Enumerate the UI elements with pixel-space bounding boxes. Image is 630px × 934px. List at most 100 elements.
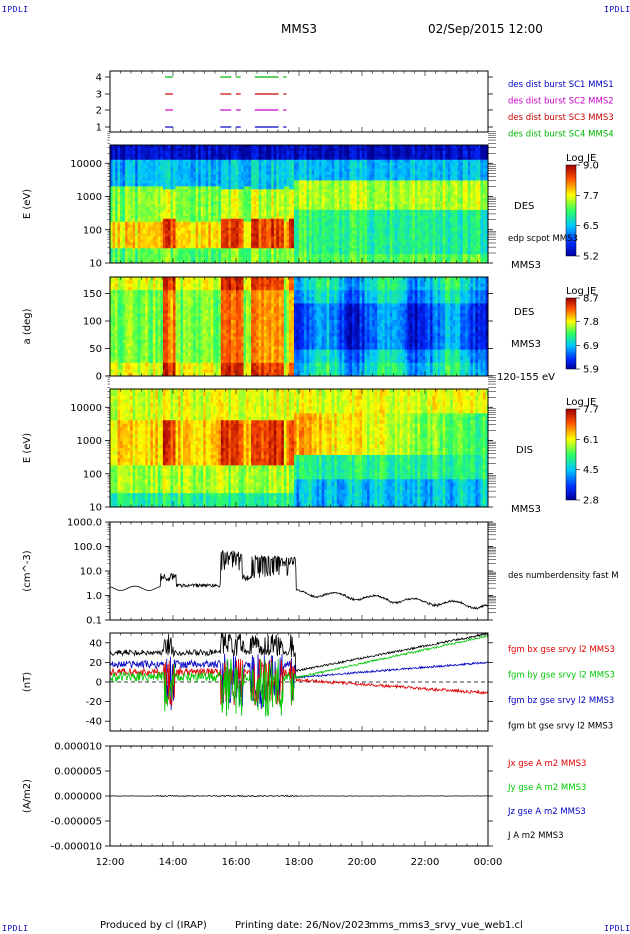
spectrogram-cell	[220, 224, 224, 228]
spectrogram-cell	[180, 186, 184, 190]
spectrogram-cell	[213, 227, 217, 231]
spectrogram-cell	[301, 198, 305, 202]
spectrogram-cell	[193, 254, 197, 258]
spectrogram-cell	[321, 221, 325, 226]
spectrogram-cell	[346, 233, 350, 237]
spectrogram-cell	[356, 221, 360, 226]
spectrogram-cell	[195, 260, 199, 264]
spectrogram-cell	[170, 162, 174, 167]
spectrogram-cell	[349, 147, 353, 152]
spectrogram-cell	[135, 212, 139, 217]
spectrogram-cell	[362, 239, 365, 243]
spectrogram-cell	[251, 260, 255, 264]
spectrogram-cell	[198, 201, 202, 205]
spectrogram-cell	[281, 201, 285, 205]
spectrogram-cell	[223, 201, 227, 205]
spectrogram-cell	[251, 257, 255, 261]
spectrogram-cell	[258, 224, 262, 228]
spectrogram-cell	[293, 254, 297, 258]
spectrogram-cell	[281, 230, 285, 234]
spectrogram-cell	[341, 230, 345, 234]
spectrogram-cell	[175, 204, 179, 208]
spectrogram-cell	[354, 218, 358, 223]
spectrogram-cell	[414, 233, 418, 237]
spectrogram-cell	[178, 201, 181, 205]
spectrogram-cell	[374, 230, 378, 234]
spectrogram-cell	[354, 221, 358, 226]
spectrogram-cell	[422, 230, 426, 234]
spectrogram-cell	[230, 159, 234, 164]
spectrogram-cell	[336, 192, 340, 196]
spectrogram-cell	[150, 242, 154, 246]
spectrogram-cell	[122, 251, 126, 255]
spectrogram-cell	[256, 227, 260, 231]
spectrogram-cell	[364, 251, 368, 255]
spectrogram-cell	[256, 156, 260, 161]
spectrogram-cell	[354, 212, 358, 217]
spectrogram-cell	[397, 209, 401, 214]
spectrogram-cell	[319, 165, 323, 169]
spectrogram-cell	[188, 221, 192, 226]
spectrogram-cell	[228, 239, 232, 243]
spectrogram-cell	[213, 198, 217, 202]
spectrogram-cell	[251, 230, 255, 234]
spectrogram-cell	[213, 233, 217, 237]
spectrogram-cell	[382, 183, 386, 187]
spectrogram-cell	[309, 189, 312, 193]
spectrogram-cell	[175, 195, 179, 199]
spectrogram-cell	[321, 177, 325, 181]
spectrogram-cell	[188, 218, 192, 223]
spectrogram-cell	[321, 218, 325, 223]
spectrogram-cell	[167, 224, 171, 228]
spectrogram-cell	[178, 192, 181, 196]
spectrogram-cell	[251, 168, 255, 172]
spectrogram-cell	[241, 224, 244, 228]
spectrogram-cell	[417, 168, 421, 172]
spectrogram-cell	[200, 183, 204, 187]
spectrogram-cell	[336, 215, 340, 220]
spectrogram-cell	[195, 159, 199, 164]
spectrogram-cell	[253, 159, 257, 164]
spectrogram-cell	[167, 186, 171, 190]
spectrogram-cell	[117, 239, 121, 243]
spectrogram-cell	[112, 248, 116, 252]
spectrogram-cell	[356, 168, 360, 172]
spectrogram-cell	[362, 150, 365, 155]
spectrogram-cell	[241, 162, 244, 167]
spectrogram-cell	[122, 165, 126, 169]
spectrogram-cell	[397, 153, 401, 158]
spectrogram-cell	[193, 165, 197, 169]
spectrogram-cell	[152, 230, 156, 234]
spectrogram-cell	[336, 245, 340, 249]
spectrogram-cell	[167, 192, 171, 196]
spectrogram-cell	[273, 221, 277, 226]
spectrogram-cell	[278, 206, 282, 211]
spectrogram-cell	[377, 257, 381, 261]
spectrogram-cell	[233, 239, 237, 243]
spectrogram-cell	[409, 174, 413, 178]
spectrogram-cell	[132, 236, 136, 240]
spectrogram-cell	[283, 201, 287, 205]
spectrogram-cell	[208, 180, 212, 184]
spectrogram-cell	[319, 204, 323, 208]
spectrogram-cell	[215, 251, 219, 255]
spectrogram-cell	[137, 245, 141, 249]
spectrogram-cell	[362, 147, 365, 152]
spectrogram-cell	[382, 162, 386, 167]
spectrogram-cell	[180, 145, 184, 149]
spectrogram-cell	[417, 195, 421, 199]
spectrogram-cell	[304, 260, 307, 264]
spectrogram-cell	[296, 198, 300, 202]
spectrogram-cell	[364, 168, 368, 172]
spectrogram-cell	[291, 201, 295, 205]
spectrogram-cell	[223, 242, 227, 246]
spectrogram-cell	[414, 260, 418, 264]
spectrogram-cell	[228, 147, 232, 152]
spectrogram-cell	[251, 248, 255, 252]
spectrogram-cell	[248, 165, 252, 169]
spectrogram-cell	[145, 239, 149, 243]
spectrogram-cell	[291, 171, 295, 175]
spectrogram-cell	[291, 150, 295, 155]
spectrogram-cell	[167, 201, 171, 205]
spectrogram-cell	[248, 159, 252, 164]
